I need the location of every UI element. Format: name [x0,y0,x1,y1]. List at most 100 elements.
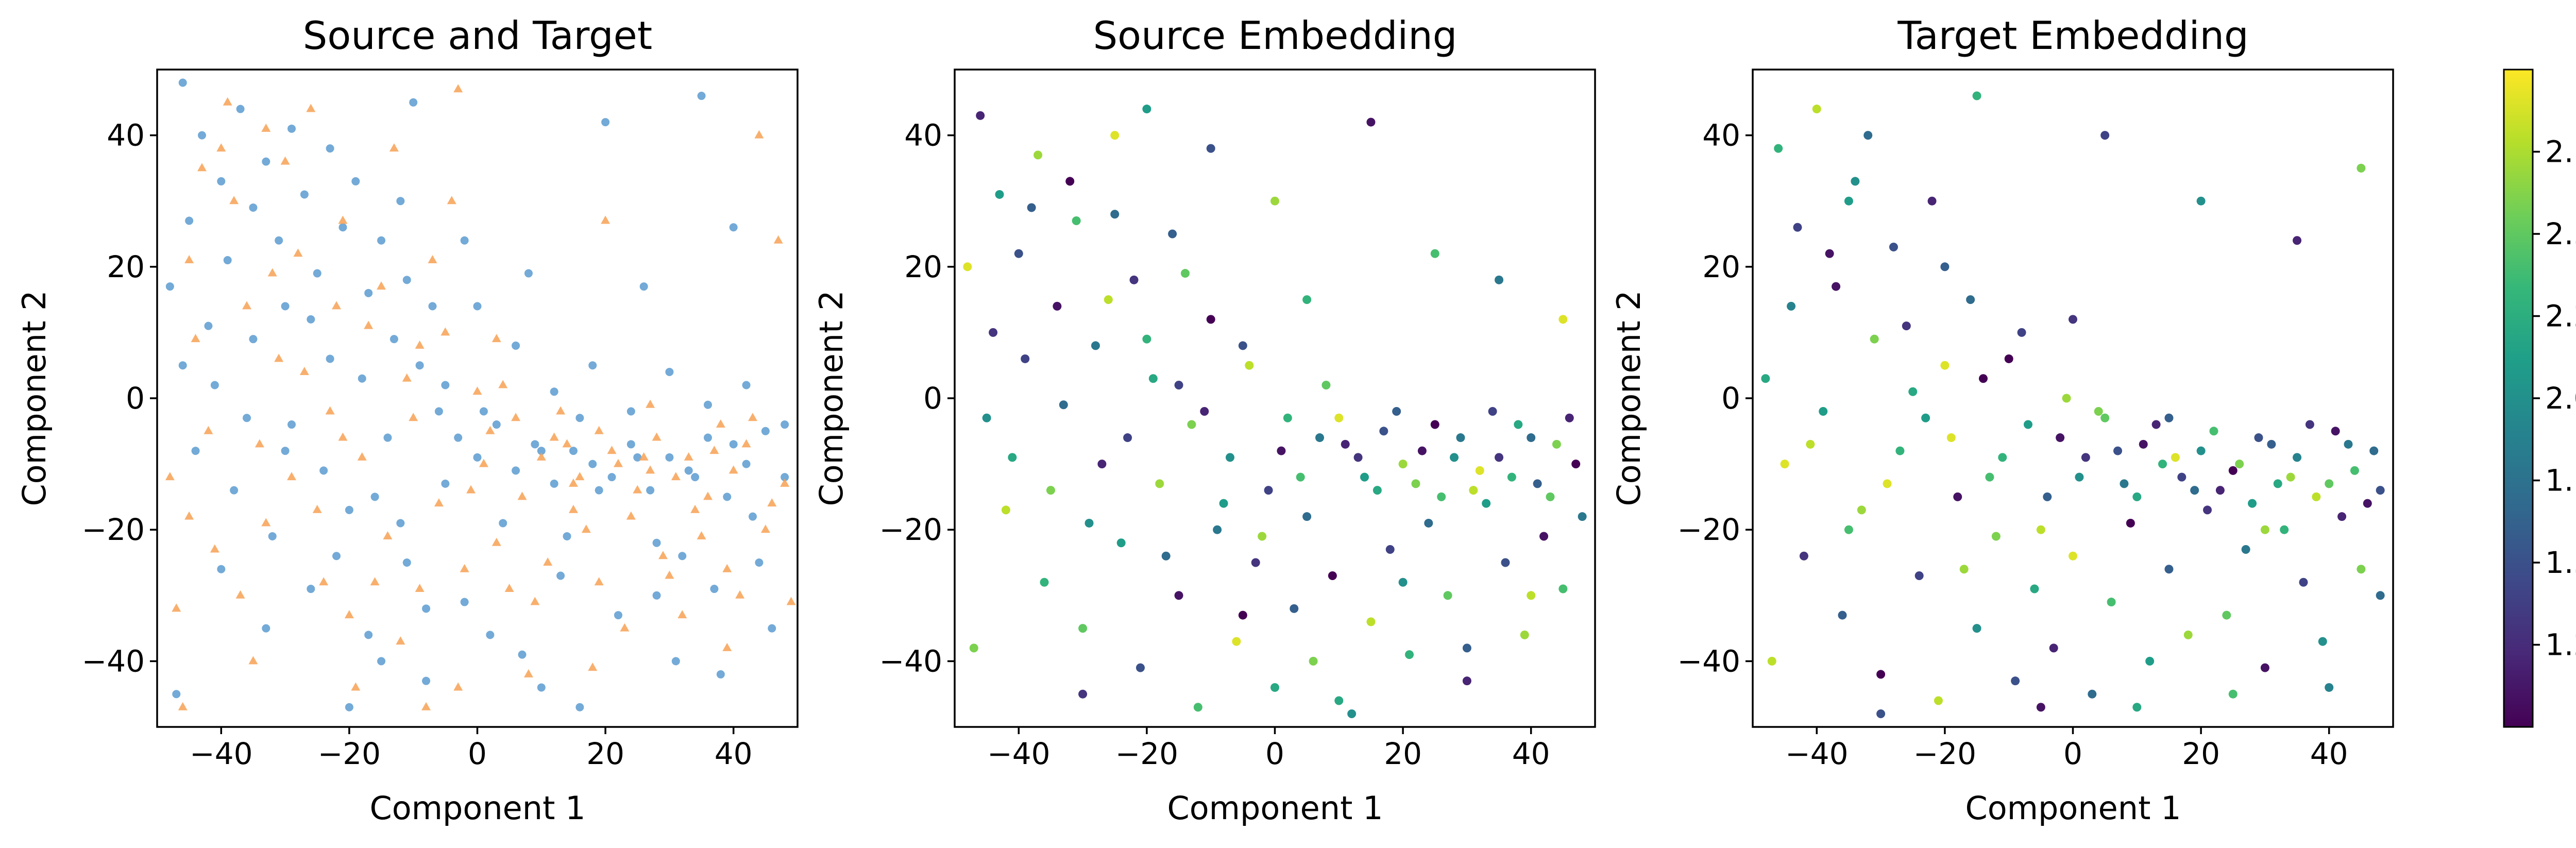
embedding-point [2145,656,2155,666]
embedding-point [1277,446,1286,455]
target-point [549,432,559,441]
x-tick-label: 20 [586,736,624,771]
embedding-point [2228,689,2238,699]
source-point [441,479,450,488]
source-point [313,269,321,278]
embedding-point [2299,578,2308,587]
target-point [460,564,469,572]
target-point [261,518,271,527]
y-tick-label: −20 [1677,512,1740,547]
embedding-point [1895,446,1905,455]
embedding-point [2267,439,2276,449]
x-tick-label: −40 [1785,736,1848,771]
embedding-point [1571,460,1581,469]
source-point [402,558,411,567]
embedding-point [1825,249,1834,258]
embedding-point [1372,486,1382,495]
embedding-point [2363,499,2372,508]
embedding-point [2196,446,2206,455]
y-tick-label: 20 [904,249,942,284]
source-point [614,611,622,620]
source-point [595,486,603,495]
source-point [428,302,437,311]
source-point [204,321,213,330]
source-point [243,414,251,422]
source-point [639,282,648,291]
embedding-point [2132,492,2142,501]
target-point [523,669,533,677]
target-point [709,446,719,454]
embedding-point [1565,413,1574,422]
embedding-point [1309,656,1318,666]
target-point [773,235,783,244]
target-point [671,472,681,481]
source-point [723,493,732,501]
target-point [652,432,662,441]
x-tick-label: −20 [318,736,381,771]
embedding-point [982,413,991,422]
target-point [575,472,585,481]
embedding-point [1142,105,1151,114]
source-point [319,466,328,475]
embedding-point [1520,630,1529,639]
embedding-point [1110,131,1120,140]
target-point [479,459,488,467]
embedding-point [989,328,998,337]
embedding-point [2120,479,2129,488]
embedding-point [1456,433,1465,443]
source-point [165,282,174,291]
colorbar-tick-label: 2.50 [2545,216,2576,251]
colorbar-ticks: 1.25 1.50 1.75 2.00 2.25 2.50 2.75 [2533,134,2576,663]
embedding-point [1507,472,1516,482]
target-point [210,544,219,553]
embedding-point [1392,407,1401,416]
embedding-point [2305,420,2314,429]
y-tick-label: −20 [82,512,145,547]
embedding-point [1832,282,1841,291]
target-point [504,584,514,592]
embedding-point [1488,407,1497,416]
target-point [530,597,540,605]
embedding-point [1328,571,1337,581]
source-point [178,78,187,87]
y-tick-label: 40 [904,118,942,153]
embedding-point [2164,413,2174,422]
source-point [729,223,738,232]
target-point [716,419,725,428]
embedding-point [1296,472,1305,482]
target-point [242,301,252,310]
source-point [575,414,584,422]
target-point [581,524,591,533]
source-point [460,236,469,245]
embedding-point [1998,453,2007,462]
source-point [537,447,546,455]
embedding-point [1495,275,1504,284]
target-point [543,557,553,566]
target-point [498,380,508,388]
embedding-point [1767,656,1776,666]
embedding-point [1902,321,1911,331]
source-point [370,493,379,501]
target-point [255,439,264,448]
target-point [178,702,188,710]
x-tick-label: 0 [1265,736,1284,771]
embedding-point [2164,565,2174,574]
embedding-point [1123,433,1132,443]
embedding-point [2325,683,2334,692]
source-point [268,532,277,540]
y-tick-label: −40 [82,643,145,679]
embedding-point [1360,472,1369,482]
source-point [345,703,353,711]
source-point [646,486,655,495]
embedding-point [1206,144,1215,153]
source-point [415,361,424,370]
embedding-point [1155,479,1164,488]
source-point [652,538,661,547]
source-point [556,571,565,580]
source-point [607,473,616,482]
source-point [512,466,520,475]
panel-source-and-target: Source and Target −40 −20 0 20 40 −40 −20 0 20 4… [15,13,799,827]
target-point [415,340,425,349]
source-point [697,92,706,100]
target-point [485,426,495,434]
